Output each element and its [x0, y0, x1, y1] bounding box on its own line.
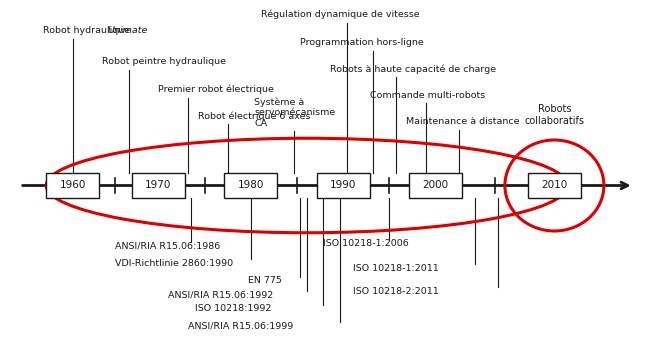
Text: EN 775: EN 775: [248, 276, 281, 285]
Text: Robots à haute capacité de charge: Robots à haute capacité de charge: [330, 64, 496, 74]
Text: ANSI/RIA R15.06:1992: ANSI/RIA R15.06:1992: [168, 290, 273, 299]
FancyBboxPatch shape: [132, 173, 185, 198]
Text: ISO 10218-1:2006: ISO 10218-1:2006: [323, 239, 409, 248]
Text: 2010: 2010: [541, 181, 568, 190]
Text: ANSI/RIA R15.06:1986: ANSI/RIA R15.06:1986: [115, 241, 220, 250]
Text: 2000: 2000: [422, 181, 449, 190]
Text: 1990: 1990: [330, 181, 356, 190]
Text: Programmation hors-ligne: Programmation hors-ligne: [300, 38, 424, 47]
Text: Système à
servomécanisme
CA: Système à servomécanisme CA: [254, 97, 335, 128]
Text: Commande multi-robots: Commande multi-robots: [370, 91, 485, 100]
Text: Robots
collaboratifs: Robots collaboratifs: [525, 104, 584, 126]
Text: Maintenance à distance: Maintenance à distance: [406, 117, 519, 126]
Text: 1970: 1970: [145, 181, 172, 190]
Text: Robot peintre hydraulique: Robot peintre hydraulique: [102, 57, 226, 66]
Text: Robot électrique 6 axes: Robot électrique 6 axes: [198, 111, 310, 121]
Text: 1980: 1980: [238, 181, 264, 190]
FancyBboxPatch shape: [46, 173, 99, 198]
Text: ISO 10218-1:2011: ISO 10218-1:2011: [353, 264, 439, 273]
FancyBboxPatch shape: [528, 173, 581, 198]
Text: ANSI/RIA R15.06:1999: ANSI/RIA R15.06:1999: [188, 322, 293, 331]
Text: 1960: 1960: [59, 181, 86, 190]
FancyBboxPatch shape: [224, 173, 277, 198]
FancyBboxPatch shape: [317, 173, 370, 198]
Text: VDI-Richtlinie 2860:1990: VDI-Richtlinie 2860:1990: [115, 259, 234, 268]
Text: Unimate: Unimate: [108, 26, 148, 35]
FancyBboxPatch shape: [409, 173, 462, 198]
Text: Régulation dynamique de vitesse: Régulation dynamique de vitesse: [261, 10, 419, 19]
Text: Premier robot électrique: Premier robot électrique: [158, 85, 275, 94]
Text: Robot hydraulique: Robot hydraulique: [43, 26, 133, 35]
Text: ISO 10218-2:2011: ISO 10218-2:2011: [353, 287, 439, 296]
Text: ISO 10218:1992: ISO 10218:1992: [195, 304, 271, 313]
